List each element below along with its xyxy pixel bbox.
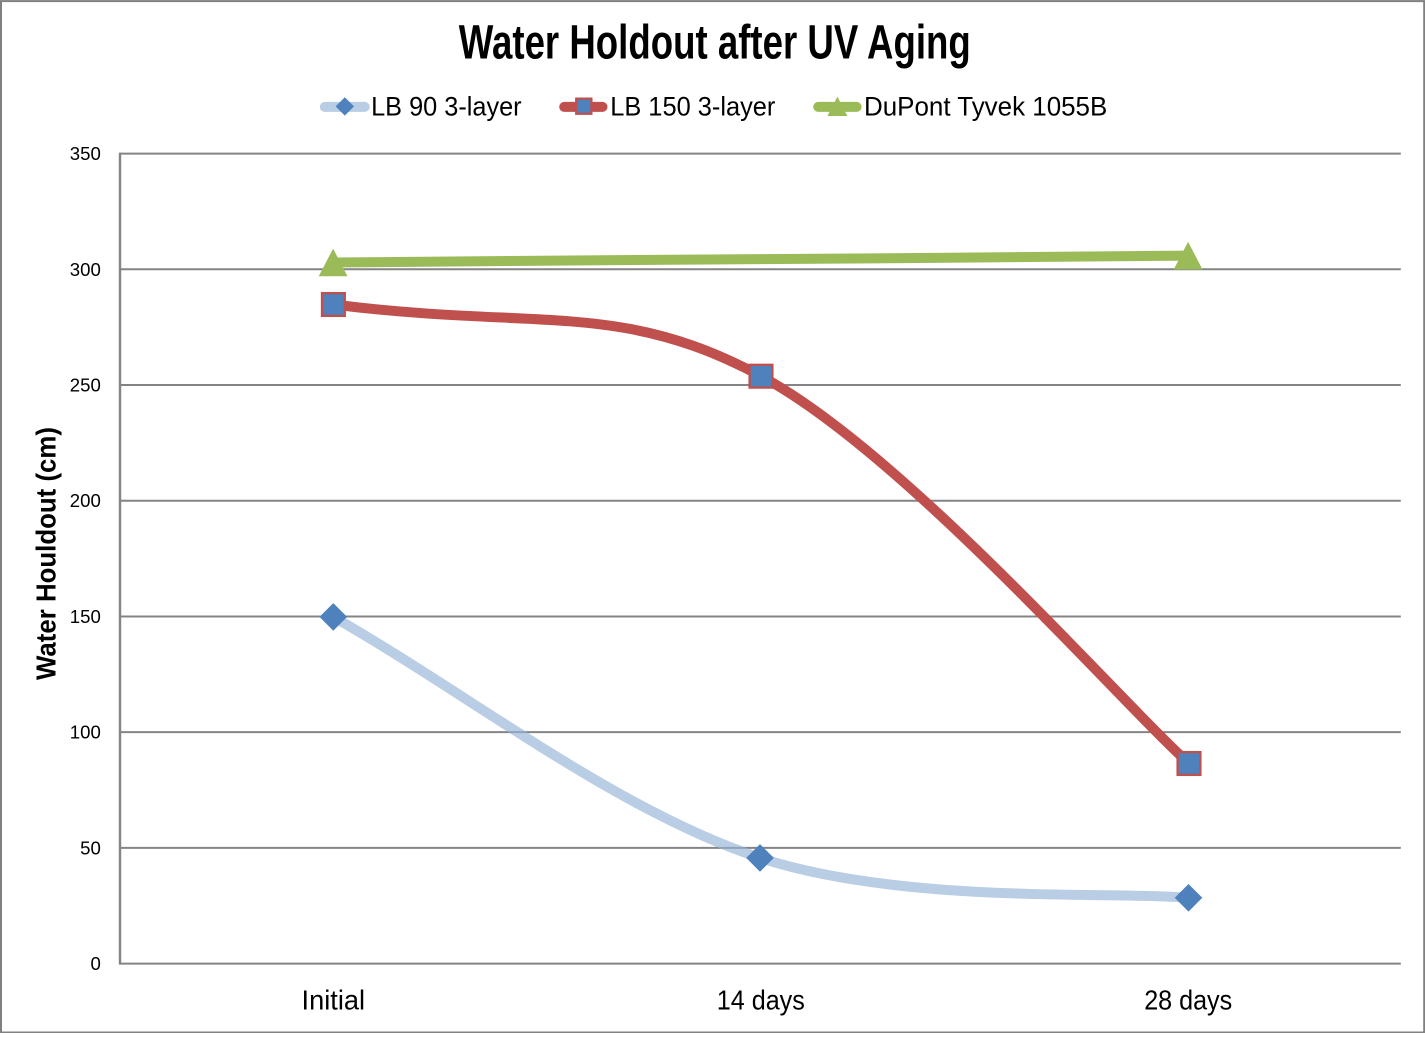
svg-text:Water Holdout after UV Aging: Water Holdout after UV Aging bbox=[459, 16, 971, 69]
svg-text:100: 100 bbox=[70, 722, 101, 743]
svg-text:50: 50 bbox=[80, 837, 101, 858]
svg-text:Water Houldout (cm): Water Houldout (cm) bbox=[31, 427, 62, 680]
svg-text:200: 200 bbox=[70, 490, 101, 511]
svg-text:LB 150 3-layer: LB 150 3-layer bbox=[610, 92, 775, 122]
svg-text:0: 0 bbox=[90, 953, 100, 974]
svg-text:150: 150 bbox=[70, 606, 101, 627]
svg-text:14 days: 14 days bbox=[717, 985, 805, 1016]
svg-text:300: 300 bbox=[70, 259, 101, 280]
svg-text:28 days: 28 days bbox=[1144, 985, 1232, 1016]
svg-text:Initial: Initial bbox=[302, 985, 366, 1016]
svg-text:350: 350 bbox=[70, 143, 101, 164]
svg-text:DuPont Tyvek 1055B: DuPont Tyvek 1055B bbox=[864, 92, 1107, 122]
svg-text:250: 250 bbox=[70, 375, 101, 396]
svg-text:LB 90 3-layer: LB 90 3-layer bbox=[371, 92, 522, 122]
